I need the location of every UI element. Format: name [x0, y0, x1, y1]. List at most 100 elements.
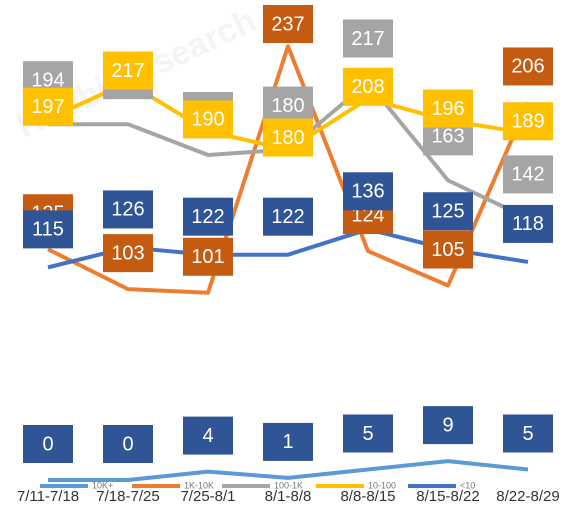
label-box	[343, 67, 393, 106]
data-label: 101	[183, 237, 233, 276]
data-label: 115	[23, 210, 73, 249]
label-box	[343, 19, 393, 58]
label-text: 9	[442, 414, 453, 436]
data-label: 189	[503, 102, 553, 141]
data-label: 217	[343, 19, 393, 58]
label-box	[23, 87, 73, 126]
label-box	[103, 51, 153, 90]
label-box	[423, 192, 473, 231]
label-box	[183, 100, 233, 139]
data-label: 126	[103, 190, 153, 229]
label-box	[503, 102, 553, 141]
label-text: 115	[32, 219, 64, 241]
data-label: 217	[103, 51, 153, 90]
label-text: 122	[191, 206, 224, 228]
data-label: 1	[263, 422, 313, 461]
data-label: 5	[503, 414, 553, 453]
label-text: 136	[351, 181, 384, 203]
data-label: 122	[263, 197, 313, 236]
label-box	[263, 118, 313, 157]
label-text: 196	[431, 98, 464, 120]
data-label: 196	[423, 89, 473, 128]
x-tick-label: 7/18-7/25	[96, 488, 159, 505]
label-text: 180	[271, 95, 304, 117]
label-box	[103, 234, 153, 273]
data-label: 118	[503, 204, 553, 243]
data-label: 237	[263, 5, 313, 43]
label-text: 125	[431, 201, 464, 223]
label-box	[503, 155, 553, 194]
label-text: 105	[431, 239, 464, 261]
data-label: 105	[423, 230, 473, 269]
legend-label: <10	[460, 480, 475, 490]
label-box	[23, 425, 73, 463]
data-label: 0	[23, 425, 73, 463]
data-label: 206	[503, 47, 553, 86]
label-text: 194	[31, 69, 64, 91]
label-box	[263, 86, 313, 125]
label-text: 0	[42, 433, 53, 455]
x-tick-label: 7/25-8/1	[180, 488, 235, 505]
label-text: 206	[511, 56, 544, 78]
label-box	[423, 230, 473, 269]
label-box	[183, 237, 233, 276]
legend-label: 10-100	[368, 480, 396, 490]
data-label: 190	[183, 100, 233, 139]
label-box	[423, 406, 473, 445]
label-box	[263, 197, 313, 236]
label-box	[423, 89, 473, 128]
label-box	[183, 416, 233, 455]
label-text: 197	[31, 96, 64, 118]
data-label: 136	[343, 172, 393, 211]
label-box	[263, 5, 313, 43]
data-label: 180	[263, 86, 313, 125]
label-text: 217	[351, 28, 384, 50]
label-text: 126	[111, 199, 144, 221]
label-text: 118	[512, 213, 544, 235]
legend-label: 10K+	[92, 480, 113, 490]
data-label: 103	[103, 234, 153, 273]
label-box	[103, 190, 153, 229]
x-tick-label: 8/8-8/15	[340, 488, 395, 505]
label-text: 5	[362, 423, 373, 445]
data-label: 125	[423, 192, 473, 231]
label-text: 122	[271, 206, 304, 228]
x-tick-label: 8/15-8/22	[416, 488, 479, 505]
label-text: 190	[191, 109, 224, 131]
legend-label: 1K-10K	[184, 480, 214, 490]
label-text: 142	[511, 164, 544, 186]
label-box	[503, 204, 553, 243]
label-text: 189	[511, 111, 544, 133]
series-line	[48, 459, 529, 482]
x-tick-label: 8/1-8/8	[265, 488, 312, 505]
label-box	[503, 414, 553, 453]
label-text: 0	[122, 433, 133, 455]
label-text: 163	[431, 126, 464, 148]
label-box	[343, 172, 393, 211]
label-text: 180	[271, 127, 304, 149]
label-box	[343, 414, 393, 453]
label-box	[263, 422, 313, 461]
label-text: 1	[282, 431, 293, 453]
label-text: 237	[271, 13, 304, 35]
label-text: 5	[522, 423, 533, 445]
data-label: 142	[503, 155, 553, 194]
label-box	[23, 210, 73, 249]
data-label: 4	[183, 416, 233, 455]
data-label: 9	[423, 406, 473, 445]
x-tick-label: 7/11-7/18	[17, 488, 79, 505]
label-box	[183, 197, 233, 236]
label-text: 103	[111, 242, 144, 264]
data-label: 0	[103, 425, 153, 463]
data-label: 5	[343, 414, 393, 453]
data-label: 197	[23, 87, 73, 126]
data-label: 208	[343, 67, 393, 106]
label-box	[103, 425, 153, 463]
label-text: 208	[351, 76, 384, 98]
label-text: 217	[111, 60, 144, 82]
label-box	[503, 47, 553, 86]
x-tick-label: 8/22-8/29	[496, 488, 559, 505]
series-line	[47, 44, 530, 295]
data-label: 180	[263, 118, 313, 157]
